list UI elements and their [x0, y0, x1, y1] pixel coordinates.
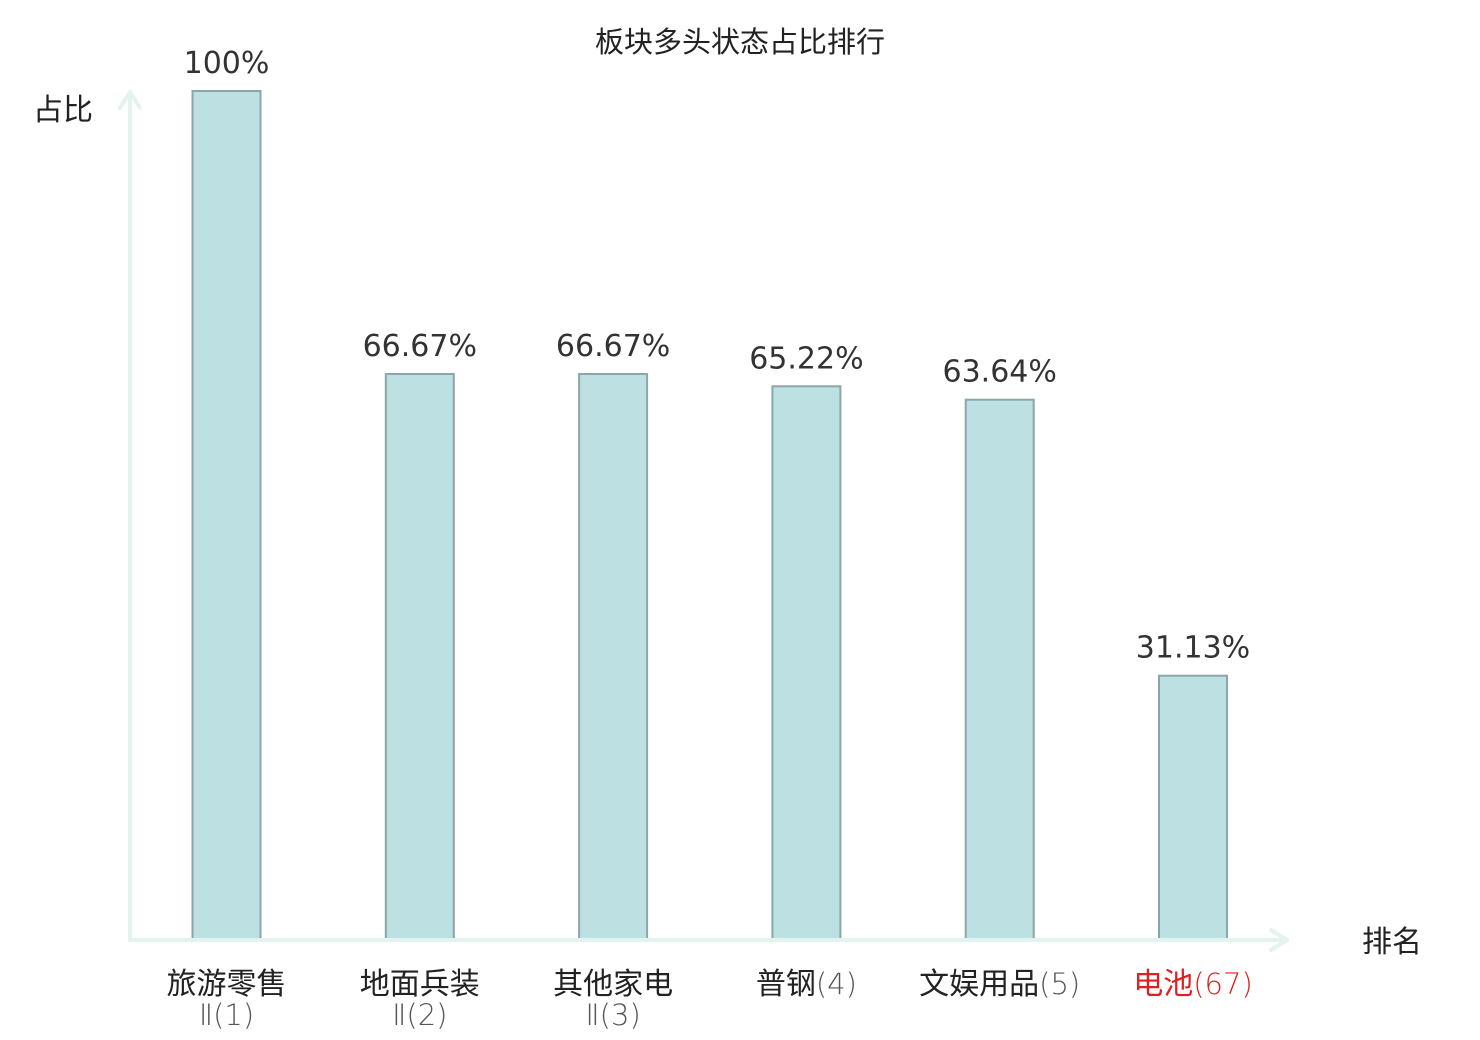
bar [964, 398, 1035, 941]
x-tick-label: 地面兵装 [360, 967, 480, 1002]
x-tick-label-rank: Ⅱ(3) [585, 998, 640, 1032]
data-labels-group: 100% 66.67% 66.67% 65.22% 63.64% 31.13% [184, 46, 1251, 666]
x-tick-label-name: 其他家电 [553, 967, 673, 1002]
data-label: 66.67% [363, 329, 477, 364]
bars-group [191, 90, 1228, 941]
x-tick-label-rank: (5) [1039, 967, 1080, 1001]
data-label: 66.67% [556, 329, 670, 364]
bar [578, 373, 649, 941]
bar [771, 385, 842, 941]
data-label: 31.13% [1136, 631, 1250, 666]
x-tick-label: 普钢(4) [756, 967, 857, 1002]
x-tick-label-name: 地面兵装 [360, 967, 480, 1002]
x-tick-label-name: 电池 [1133, 967, 1193, 1002]
x-tick-label: 电池(67) [1133, 967, 1253, 1002]
bar [384, 373, 455, 941]
x-tick-label-name: 普钢 [756, 967, 816, 1002]
x-tick-label: 旅游零售 [167, 967, 287, 1002]
x-tick-label-rank: Ⅱ(1) [199, 998, 254, 1032]
x-tick-label: 其他家电 [553, 967, 673, 1002]
y-axis-label: 占比 [33, 93, 93, 128]
x-tick-label-rank: (4) [816, 967, 857, 1001]
x-axis-arrow-icon [1269, 928, 1289, 952]
x-tick-label-name: 文娱用品 [919, 967, 1039, 1002]
x-tick-label-rank: (67) [1193, 967, 1253, 1001]
chart-title: 板块多头状态占比排行 [595, 25, 885, 59]
bar [1158, 674, 1228, 941]
data-label: 100% [184, 46, 270, 81]
x-tick-label-name: 旅游零售 [167, 967, 287, 1002]
x-tick-label: 文娱用品(5) [919, 967, 1080, 1002]
data-label: 65.22% [749, 341, 863, 376]
x-tick-label-rank: Ⅱ(2) [392, 998, 447, 1032]
x-axis-label: 排名 [1362, 925, 1422, 960]
bar [191, 90, 262, 941]
y-axis-arrow-icon [118, 90, 142, 110]
data-label: 63.64% [943, 355, 1057, 390]
